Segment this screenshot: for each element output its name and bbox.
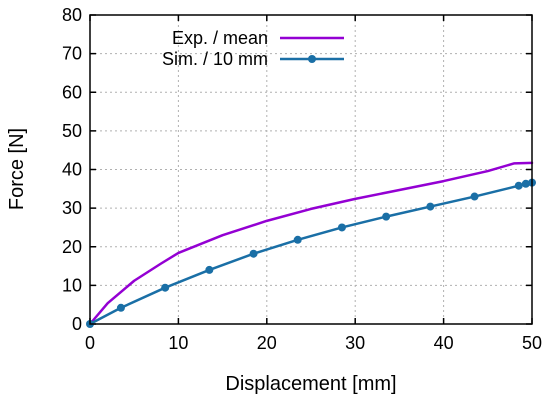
sim-data-point (249, 249, 258, 258)
sim-data-point (205, 265, 214, 274)
sim-data-point (382, 212, 391, 221)
sim-data-point (514, 181, 523, 190)
y-tick-label: 60 (62, 82, 82, 102)
x-tick-label: 40 (434, 333, 454, 353)
legend-label-sim: Sim. / 10 mm (162, 49, 268, 69)
x-tick-label: 10 (168, 333, 188, 353)
y-tick-label: 40 (62, 160, 82, 180)
y-tick-label: 10 (62, 275, 82, 295)
legend-marker-sim (308, 55, 316, 63)
sim-data-point (293, 235, 302, 244)
sim-data-point (161, 283, 170, 292)
plot-frame (89, 14, 533, 325)
sim-data-point (521, 179, 530, 188)
legend: Exp. / mean Sim. / 10 mm (162, 28, 344, 69)
y-tick-label: 80 (62, 5, 82, 25)
sim-data-point (470, 192, 479, 201)
series-line-exp (88, 161, 534, 326)
y-tick-label: 20 (62, 237, 82, 257)
x-tick-label: 0 (85, 333, 95, 353)
y-tick-label: 30 (62, 198, 82, 218)
sim-data-point (116, 303, 125, 312)
y-tick-label: 50 (62, 121, 82, 141)
y-tick-label: 0 (72, 314, 82, 334)
x-tick-label: 20 (257, 333, 277, 353)
sim-data-point (337, 223, 346, 232)
y-axis-title: Force [N] (6, 128, 28, 210)
y-tick-label: 70 (62, 44, 82, 64)
legend-label-exp: Exp. / mean (172, 28, 268, 48)
sim-data-point (426, 202, 435, 211)
series-line-sim (88, 181, 534, 326)
series-layer (86, 161, 536, 328)
x-tick-label: 30 (345, 333, 365, 353)
x-axis-title: Displacement [mm] (225, 373, 396, 395)
x-tick-label: 50 (522, 333, 542, 353)
tick-labels: 0 10 20 30 40 50 0 10 20 30 40 50 60 70 80 (62, 5, 542, 353)
